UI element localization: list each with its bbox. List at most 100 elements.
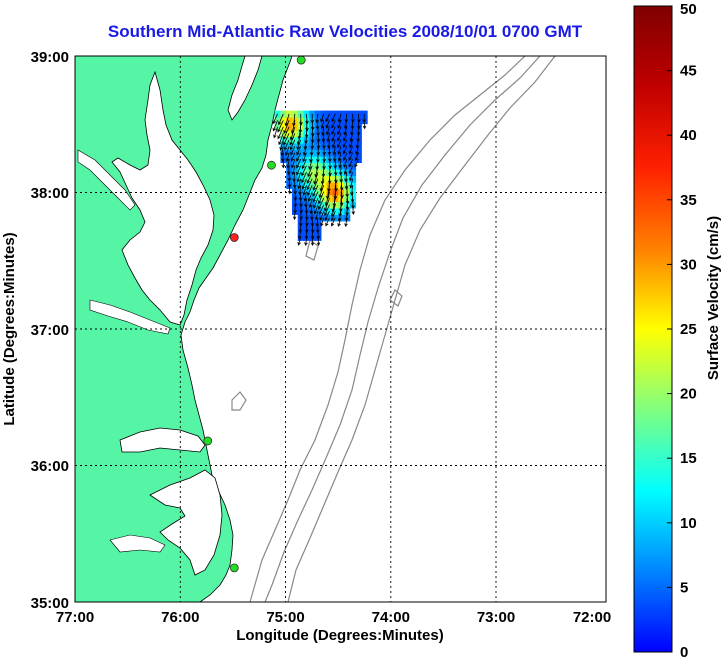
- velocity-arrow: [345, 198, 350, 211]
- velocity-arrow: [318, 185, 325, 199]
- velocity-arrow: [296, 146, 302, 156]
- velocity-arrow: [318, 197, 325, 210]
- velocity-arrow: [272, 120, 278, 132]
- velocity-arrow: [320, 113, 325, 123]
- velocity-arrow: [348, 159, 353, 168]
- velocity-arrow: [331, 133, 336, 142]
- velocity-arrow: [327, 139, 331, 149]
- velocity-arrow: [342, 152, 348, 162]
- x-tick-labels: 77:00 76:00 75:00 74:00 73:00 72:00: [56, 609, 611, 626]
- velocity-arrow: [303, 191, 307, 202]
- colorbar-tick-label: 30: [680, 256, 697, 273]
- map-title: Southern Mid-Atlantic Raw Velocities 200…: [107, 22, 583, 41]
- velocity-arrow: [343, 165, 348, 175]
- velocity-arrow: [313, 172, 319, 185]
- colorbar-tick-label: 25: [680, 321, 697, 338]
- y-tick-label: 36:00: [31, 458, 69, 475]
- colorbar-tick-label: 50: [680, 1, 697, 18]
- velocity-arrow: [324, 210, 330, 221]
- velocity-arrow: [339, 191, 344, 207]
- x-tick-label: 77:00: [56, 609, 94, 626]
- velocity-arrow: [291, 165, 296, 176]
- velocity-arrow: [304, 126, 309, 139]
- velocity-arrow: [355, 146, 359, 156]
- station-marker: [203, 436, 213, 446]
- x-tick-label: 73:00: [477, 609, 515, 626]
- pamlico-sound: [149, 469, 223, 576]
- colorbar-tick-label: 5: [680, 579, 688, 596]
- velocity-arrow: [278, 133, 284, 146]
- velocity-arrow: [338, 159, 342, 169]
- velocity-arrow: [330, 210, 336, 222]
- velocity-arrow: [327, 146, 332, 156]
- velocity-arrow: [337, 113, 342, 123]
- colorbar-tick-label: 40: [680, 127, 697, 144]
- velocity-arrow: [344, 172, 348, 183]
- y-tick-label: 39:00: [31, 49, 69, 66]
- velocity-arrow: [337, 120, 342, 129]
- velocity-arrow: [343, 159, 348, 168]
- velocity-arrow: [312, 178, 319, 191]
- y-tick-label: 37:00: [31, 322, 69, 339]
- velocity-arrow: [277, 126, 284, 140]
- velocity-arrow: [289, 126, 296, 141]
- velocity-arrow: [302, 152, 307, 163]
- velocity-arrow: [354, 152, 359, 162]
- velocity-arrow: [292, 113, 296, 127]
- colorbar-tick-label: 10: [680, 515, 697, 532]
- station-marker: [229, 233, 239, 242]
- velocity-arrow: [330, 217, 336, 227]
- velocity-arrow: [320, 120, 325, 130]
- velocity-arrow: [301, 178, 307, 190]
- y-tick-label: 35:00: [31, 595, 69, 612]
- velocity-arrow: [337, 133, 342, 142]
- y-tick-labels: 39:00 38:00 37:00 36:00 35:00: [31, 49, 69, 612]
- velocity-arrow: [310, 211, 314, 221]
- colorbar-tick-label: 20: [680, 386, 697, 403]
- velocity-arrow: [362, 113, 366, 123]
- velocity-arrow: [286, 159, 290, 169]
- velocity-arrow: [319, 178, 325, 192]
- plot-frame: [74, 55, 607, 603]
- velocity-arrow: [285, 152, 290, 163]
- velocity-arrow: [273, 126, 278, 139]
- velocity-arrow: [301, 172, 307, 184]
- velocity-arrow: [315, 224, 320, 234]
- velocity-arrow: [314, 165, 319, 178]
- velocity-arrow: [308, 198, 313, 209]
- station-marker: [296, 56, 306, 65]
- velocity-arrow: [344, 113, 349, 123]
- velocity-arrow: [318, 191, 325, 205]
- velocity-arrow: [313, 197, 319, 209]
- velocity-arrow: [324, 204, 330, 217]
- y-tick-label: 38:00: [31, 185, 69, 202]
- hf-radar-stations: [203, 56, 306, 573]
- james-river: [89, 299, 171, 335]
- velocity-arrow: [318, 204, 325, 216]
- velocity-arrow: [297, 236, 302, 246]
- velocity-arrow: [340, 185, 344, 199]
- velocity-arrow: [326, 133, 331, 143]
- velocity-arrow: [290, 120, 296, 135]
- velocity-arrow: [348, 152, 353, 161]
- velocity-arrow: [315, 120, 320, 130]
- velocity-arrow: [337, 152, 342, 162]
- colorbar: [633, 5, 673, 653]
- velocity-arrow: [337, 139, 342, 149]
- velocity-arrow: [351, 113, 355, 123]
- colorbar-tick-label: 0: [680, 644, 688, 659]
- velocity-arrow: [325, 217, 330, 227]
- velocity-arrow: [299, 113, 303, 126]
- velocity-arrow: [331, 120, 336, 129]
- velocity-arrow: [309, 204, 313, 215]
- velocity-arrow: [296, 159, 302, 169]
- velocity-arrow: [337, 126, 342, 136]
- velocity-arrow: [281, 152, 285, 163]
- velocity-arrow: [290, 152, 296, 162]
- velocity-arrow: [333, 152, 337, 163]
- velocity-arrow: [312, 191, 319, 203]
- x-tick-label: 75:00: [266, 609, 304, 626]
- velocity-arrow: [315, 217, 319, 227]
- station-marker: [267, 160, 276, 170]
- velocity-arrow: [348, 172, 353, 182]
